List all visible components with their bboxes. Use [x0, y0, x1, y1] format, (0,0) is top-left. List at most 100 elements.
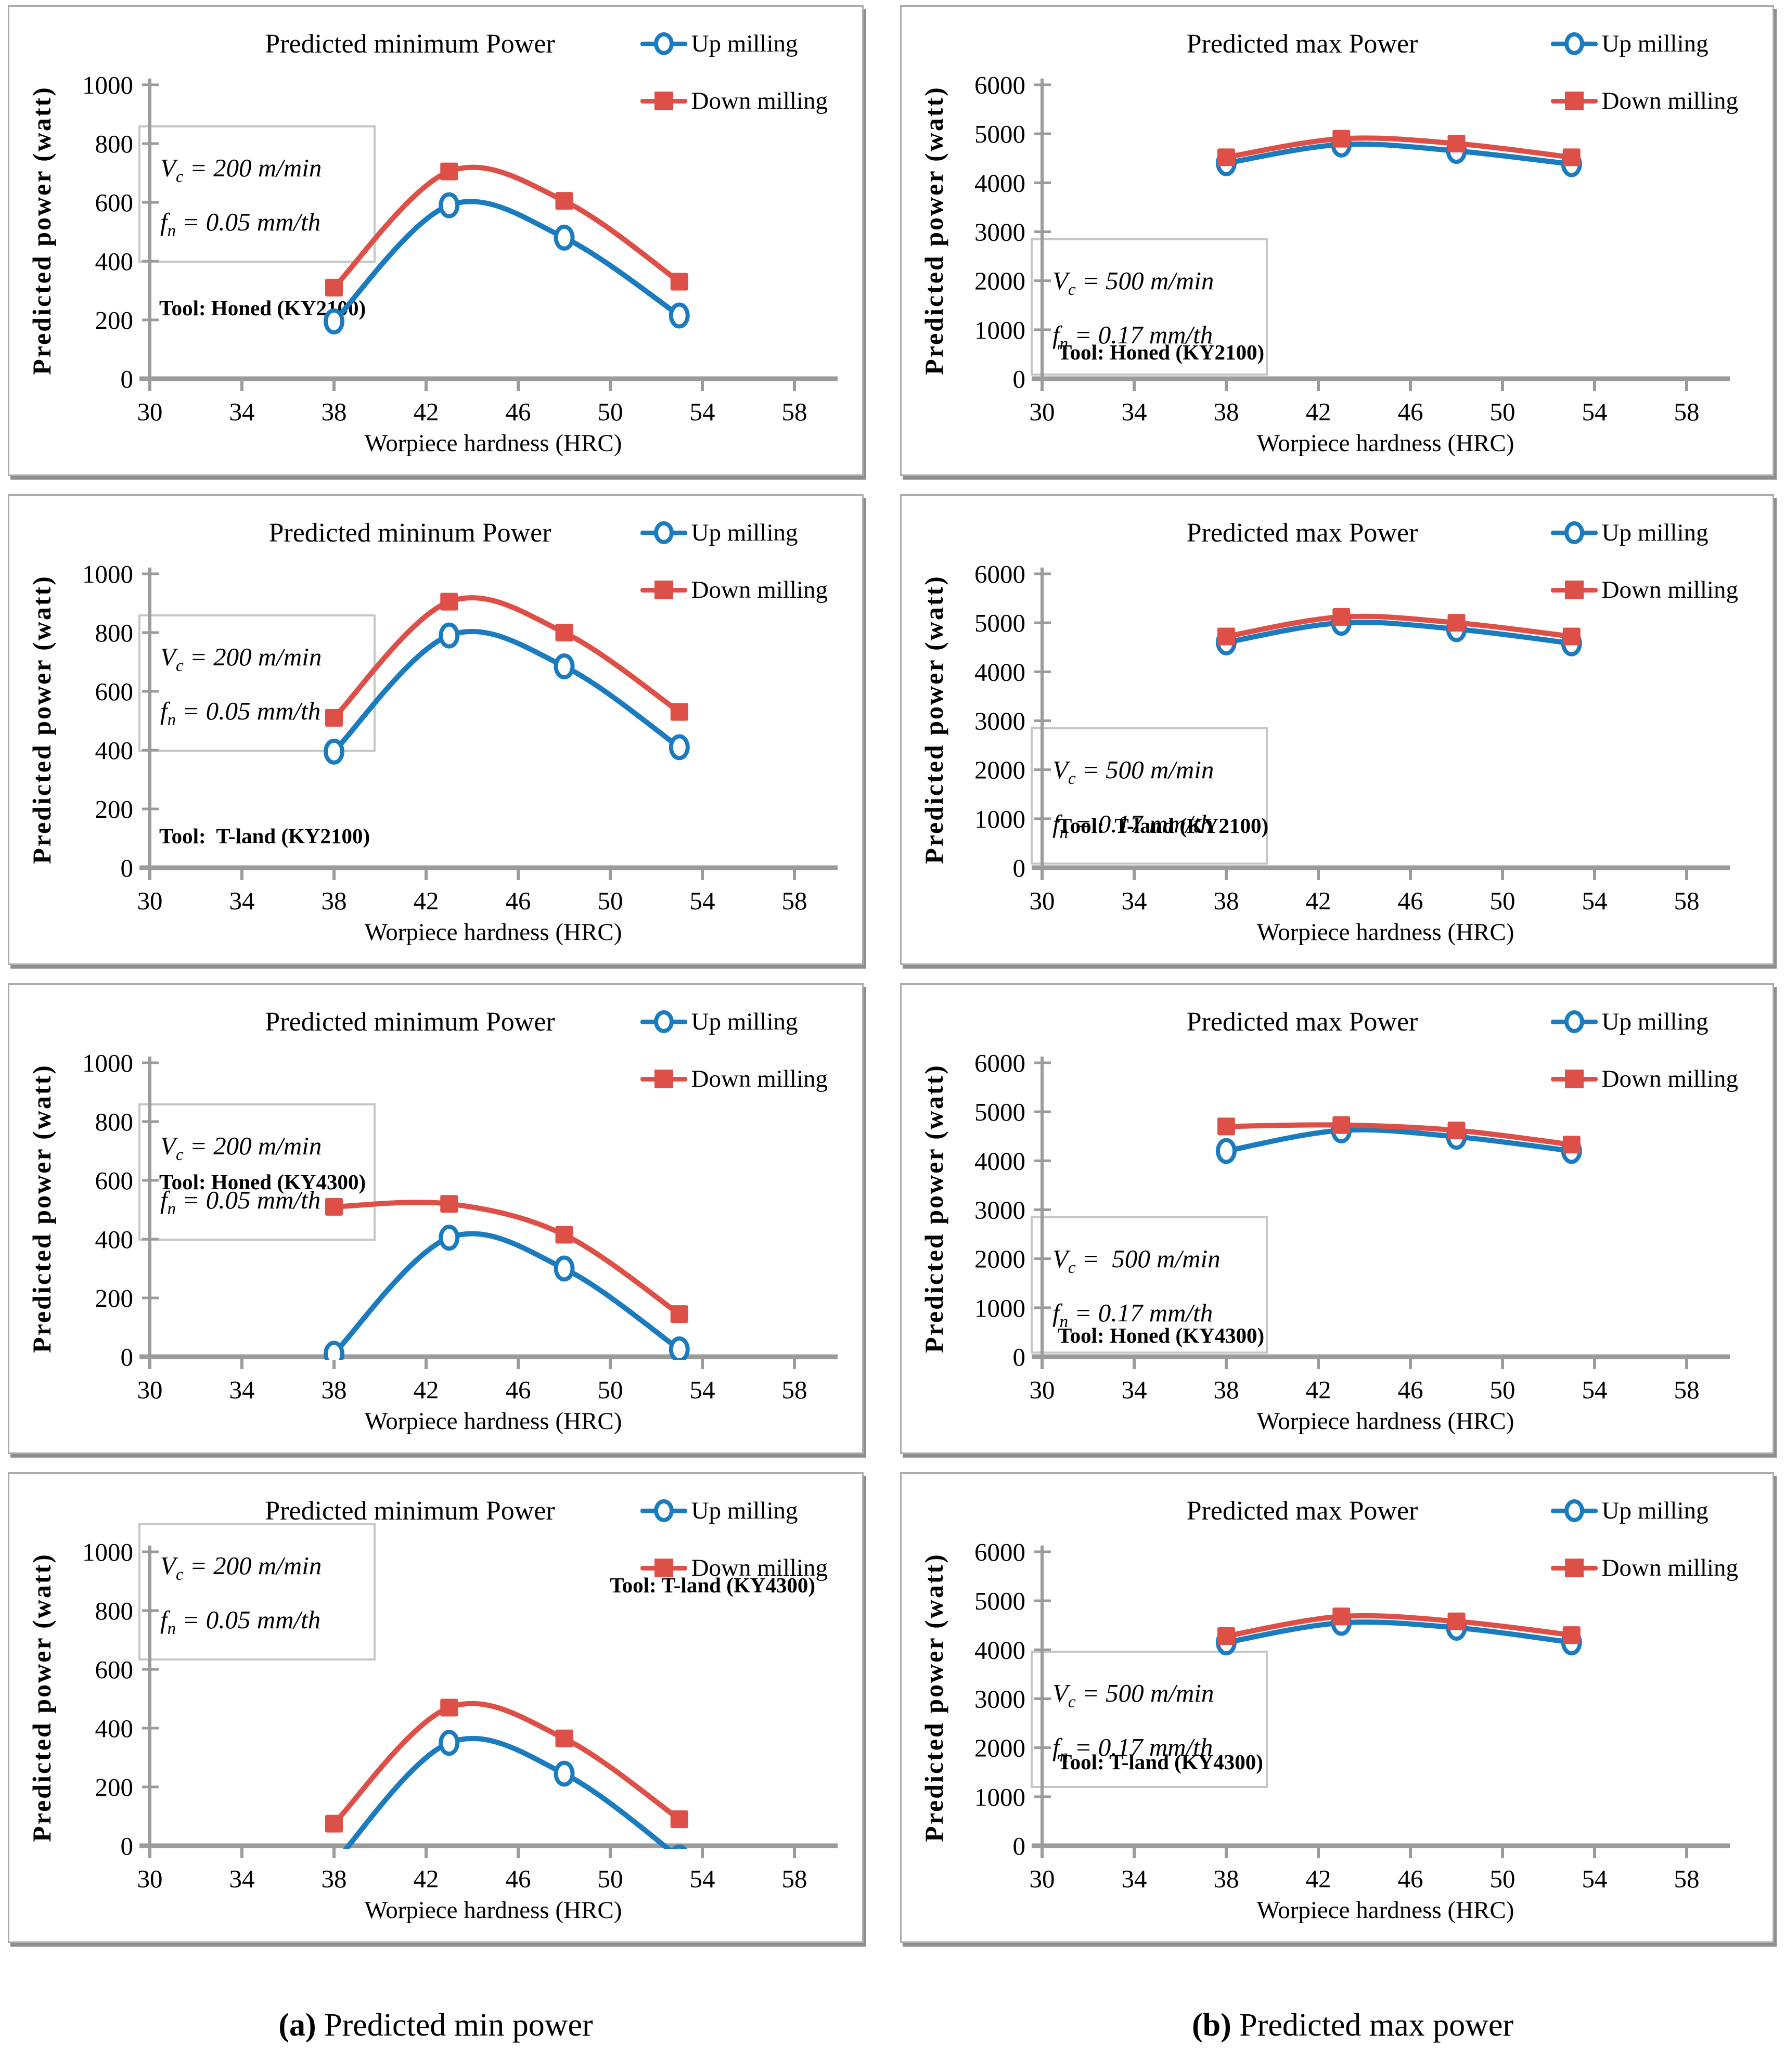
legend-label-up: Up milling [1601, 1008, 1709, 1035]
svg-text:58: 58 [1674, 1864, 1700, 1893]
svg-text:30: 30 [137, 1864, 163, 1893]
svg-text:58: 58 [782, 1375, 807, 1404]
tool-label: Tool: T-land (KY2100) [159, 824, 370, 848]
chart-panel-5: Predicted max Power Up milling Down mill… [900, 983, 1774, 1454]
svg-text:38: 38 [322, 397, 347, 426]
svg-text:30: 30 [137, 886, 163, 915]
down-milling-marker-icon [640, 88, 687, 113]
legend-label-up: Up milling [1601, 1497, 1709, 1524]
svg-text:54: 54 [690, 1864, 715, 1893]
parameter-box: Vc = 500 m/min fn = 0.17 mm/th [1031, 727, 1268, 865]
svg-text:42: 42 [414, 886, 439, 915]
svg-text:50: 50 [598, 1864, 623, 1893]
fn-parameter: fn = 0.17 mm/th [1052, 1298, 1213, 1331]
plot-area: 0 1000 2000 3000 4000 5000 6000 30 34 38 42 46 50 54 5… [974, 71, 1730, 426]
legend-item-up-milling: Up milling [1550, 518, 1738, 548]
legend-label-up: Up milling [1601, 30, 1709, 57]
chart-panel-6: Predicted minimum Power Up milling Down … [8, 1472, 864, 1943]
svg-text:54: 54 [690, 1375, 715, 1404]
up-milling-marker-icon [640, 31, 687, 56]
plot-area: 0 1000 2000 3000 4000 5000 6000 30 34 38 42 46 50 54 5… [974, 1049, 1730, 1404]
svg-text:6000: 6000 [974, 1538, 1025, 1566]
svg-text:50: 50 [1490, 1864, 1516, 1893]
svg-text:46: 46 [1398, 1375, 1423, 1404]
svg-text:400: 400 [95, 247, 134, 276]
svg-text:4000: 4000 [974, 658, 1025, 686]
vc-parameter: Vc = 500 m/min [1052, 1679, 1214, 1711]
svg-text:400: 400 [95, 1225, 134, 1254]
svg-text:1000: 1000 [82, 1538, 133, 1566]
tool-label: Tool: Honed (KY2100) [1058, 340, 1265, 364]
svg-text:400: 400 [95, 736, 134, 765]
svg-text:800: 800 [95, 1597, 134, 1625]
caption-a-text: Predicted min power [316, 2007, 593, 2043]
svg-text:5000: 5000 [974, 1098, 1025, 1126]
chart-title: Predicted max Power [1186, 1007, 1418, 1037]
chart-title: Predicted minimum Power [265, 1496, 555, 1526]
chart-title: Predicted mininum Power [268, 518, 551, 548]
svg-text:800: 800 [95, 619, 134, 647]
parameter-box: Vc = 200 m/min fn = 0.05 mm/th [138, 1523, 376, 1661]
down-milling-marker-icon [1550, 1066, 1598, 1091]
vc-parameter: Vc = 200 m/min [160, 1551, 322, 1584]
caption-b-marker: (b) [1191, 2007, 1231, 2043]
plot-area: 0 200 400 600 800 1000 30 34 38 42 46 50 54 58 [82, 71, 838, 426]
svg-text:50: 50 [1490, 886, 1516, 915]
chart-title: Predicted max Power [1186, 518, 1418, 548]
down-milling-marker-icon [1550, 577, 1598, 602]
svg-text:34: 34 [1122, 397, 1147, 426]
up-milling-marker-icon [1550, 1009, 1598, 1034]
legend: Up milling Down milling [640, 1007, 828, 1121]
svg-text:1000: 1000 [974, 316, 1025, 344]
plot-area: 0 200 400 600 800 1000 30 34 38 42 46 50 54 58 [82, 1049, 838, 1404]
svg-text:30: 30 [1030, 397, 1055, 426]
tool-label: Tool: Honed (KY4300) [159, 1170, 366, 1194]
svg-text:200: 200 [95, 1773, 134, 1801]
svg-text:5000: 5000 [974, 1587, 1025, 1615]
plot-area: 0 200 400 600 800 1000 30 34 38 42 46 50 54 58 [82, 560, 838, 915]
svg-text:4000: 4000 [974, 169, 1025, 197]
legend: Up milling Down milling [1550, 1496, 1738, 1610]
legend-item-down-milling: Down milling [640, 1064, 828, 1094]
legend-label-up: Up milling [691, 30, 798, 57]
svg-text:50: 50 [1490, 397, 1516, 426]
legend-label-up: Up milling [691, 1497, 798, 1524]
tool-label: Tool: T-land (KY4300) [610, 1573, 815, 1597]
down-milling-marker-icon [640, 1555, 687, 1580]
down-milling-marker-icon [1550, 88, 1598, 113]
svg-text:600: 600 [95, 188, 134, 217]
legend: Up milling Down milling [640, 1496, 828, 1610]
svg-text:34: 34 [229, 1864, 255, 1893]
chart-panel-4: Predicted minimum Power Up milling Down … [8, 983, 864, 1454]
svg-text:0: 0 [1013, 1832, 1026, 1860]
svg-text:58: 58 [1674, 1375, 1700, 1404]
svg-text:1000: 1000 [82, 560, 133, 588]
x-axis-title: Worpiece hardness (HRC) [1256, 1408, 1514, 1435]
caption-a-marker: (a) [278, 2007, 316, 2043]
svg-text:2000: 2000 [974, 1245, 1025, 1273]
svg-text:38: 38 [322, 1375, 347, 1404]
parameter-box: Vc = 200 m/min fn = 0.05 mm/th [138, 1103, 376, 1241]
svg-text:54: 54 [690, 886, 715, 915]
svg-text:46: 46 [506, 397, 531, 426]
svg-text:34: 34 [229, 1375, 255, 1404]
tool-label: Tool: T-land (KY4300) [1058, 1750, 1263, 1774]
legend-item-up-milling: Up milling [640, 1496, 828, 1526]
legend-item-down-milling: Down milling [1550, 86, 1738, 116]
legend: Up milling Down milling [1550, 29, 1738, 143]
up-milling-marker-icon [1550, 31, 1598, 56]
legend-label-down: Down milling [1601, 1554, 1738, 1581]
vc-parameter: Vc = 200 m/min [160, 153, 322, 186]
svg-text:42: 42 [414, 1864, 439, 1893]
legend-item-down-milling: Down milling [640, 86, 828, 116]
svg-text:46: 46 [1398, 397, 1423, 426]
vc-parameter: Vc = 500 m/min [1052, 755, 1214, 788]
svg-text:200: 200 [95, 306, 134, 334]
vc-parameter: Vc = 500 m/min [1052, 266, 1214, 299]
svg-text:6000: 6000 [974, 560, 1025, 588]
parameter-box: Vc = 500 m/min fn = 0.17 mm/th [1031, 1651, 1268, 1788]
fn-parameter: fn = 0.17 mm/th [1052, 809, 1213, 842]
vc-parameter: Vc = 200 m/min [160, 1131, 322, 1164]
fn-parameter: fn = 0.05 mm/th [160, 208, 321, 240]
